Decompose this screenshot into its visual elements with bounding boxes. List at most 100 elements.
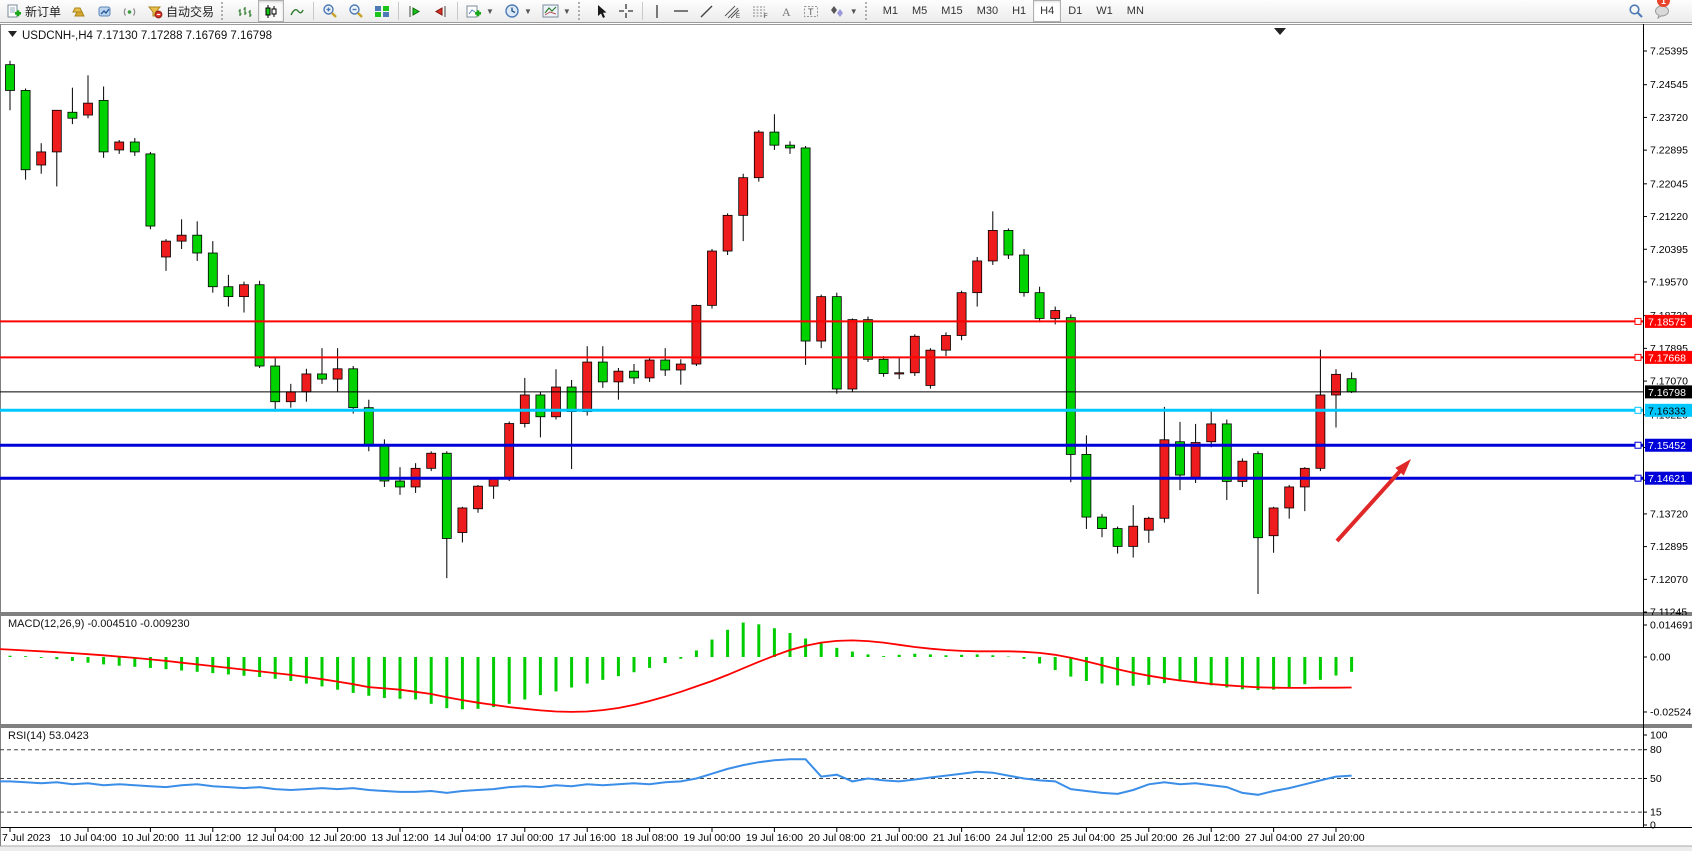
chart-shift-marker[interactable] xyxy=(1274,28,1286,35)
hline-handle[interactable] xyxy=(1634,317,1642,325)
zoom-out-button[interactable] xyxy=(343,0,369,22)
notifications-button[interactable]: 1 xyxy=(1649,0,1676,22)
candle-body xyxy=(1268,507,1279,537)
candle-body xyxy=(98,99,109,153)
templates-button[interactable]: ▼ xyxy=(537,0,576,22)
rsi-tick-label: 80 xyxy=(1650,744,1662,756)
symbol-dropdown-icon[interactable] xyxy=(8,31,17,37)
candle-body xyxy=(1128,525,1139,547)
bar-chart-button[interactable] xyxy=(232,0,258,22)
line-chart-button[interactable] xyxy=(284,0,310,22)
tf-m30-button[interactable]: M30 xyxy=(976,5,999,17)
candle-body xyxy=(301,373,312,393)
search-button[interactable] xyxy=(1623,0,1649,22)
hline-handle[interactable] xyxy=(1634,406,1642,414)
rsi-line xyxy=(0,758,1352,796)
tf-m5-button[interactable]: M5 xyxy=(912,5,928,17)
hline-handle[interactable] xyxy=(1634,441,1642,449)
time-tick-label: 10 Jul 20:00 xyxy=(122,832,179,844)
macd-tick-label: 0.014691 xyxy=(1650,620,1692,632)
label-tool[interactable]: T xyxy=(798,0,824,22)
price-label-text: 7.14621 xyxy=(1648,473,1686,485)
toolbar-grip[interactable] xyxy=(221,2,228,20)
auto-trading-button[interactable]: 自动交易 xyxy=(142,0,219,22)
equidistant-channel-tool[interactable]: E xyxy=(719,0,747,22)
hline-handle[interactable] xyxy=(1634,474,1642,482)
horizontal-line-tool[interactable] xyxy=(668,0,694,22)
tf-m1-button[interactable]: M1 xyxy=(882,5,898,17)
time-tick-label: 13 Jul 12:00 xyxy=(371,832,428,844)
toolbar-grip[interactable] xyxy=(577,2,585,20)
indicators-button[interactable]: ▼ xyxy=(461,0,499,22)
tf-h1-button[interactable]: H1 xyxy=(1012,5,1027,17)
price-label-box xyxy=(1645,438,1692,452)
candle-body xyxy=(925,349,936,386)
new-order-button[interactable]: 新订单 xyxy=(2,0,66,22)
toolbar-grip[interactable] xyxy=(864,2,872,20)
candle-body xyxy=(644,359,655,379)
candle-body xyxy=(207,252,218,288)
chart-shift-button[interactable] xyxy=(428,0,454,22)
arrow-objects-icon xyxy=(830,5,843,17)
candle-body xyxy=(1019,254,1029,294)
candle-body xyxy=(332,368,343,380)
horizontal-line-icon xyxy=(673,10,688,12)
candle-body xyxy=(441,452,452,539)
text-tool[interactable]: A xyxy=(775,0,798,22)
candle-body xyxy=(1050,310,1061,319)
tf-m15-button[interactable]: M15 xyxy=(941,5,963,17)
annotation-arrow[interactable] xyxy=(1335,465,1406,543)
time-tick-label: 26 Jul 12:00 xyxy=(1183,832,1240,844)
candle-body xyxy=(223,286,234,298)
zoom-in-button[interactable] xyxy=(317,0,343,22)
arrows-tool[interactable]: ▼ xyxy=(824,0,863,22)
trendline-tool[interactable] xyxy=(694,0,719,22)
auto-scroll-icon xyxy=(409,5,421,17)
cursor-arrow-icon xyxy=(597,4,607,18)
candle-body xyxy=(909,335,920,374)
fibonacci-tool[interactable]: F xyxy=(747,0,775,22)
macd-tick-label: -0.02524 xyxy=(1650,706,1692,718)
rsi-tick-label: 100 xyxy=(1650,730,1668,742)
vertical-line-tool[interactable] xyxy=(646,0,668,22)
candle-body xyxy=(1081,454,1092,518)
rsi-label: RSI(14) 53.0423 xyxy=(8,730,89,742)
signals-button[interactable] xyxy=(117,0,142,22)
vertical-line-icon xyxy=(656,4,658,18)
tf-d1-button[interactable]: D1 xyxy=(1068,5,1083,17)
time-axis[interactable]: 7 Jul 2023 10 Jul 04:00 10 Jul 20:00 11 Jul… xyxy=(2,828,1365,844)
time-tick-label: 7 Jul 2023 xyxy=(2,832,51,844)
price-tick-label: 7.12895 xyxy=(1650,541,1688,553)
candle-body xyxy=(1221,423,1232,482)
candlestick-chart-button[interactable] xyxy=(258,0,285,22)
tf-w1-button[interactable]: W1 xyxy=(1096,5,1113,17)
svg-text:F: F xyxy=(764,14,768,19)
price-tick-label: 7.12070 xyxy=(1650,574,1688,586)
auto-scroll-button[interactable] xyxy=(402,0,428,22)
candle-body xyxy=(613,370,624,383)
candle-body xyxy=(707,250,717,306)
candle-body xyxy=(457,507,468,533)
candle-body xyxy=(145,153,156,227)
tf-mn-button[interactable]: MN xyxy=(1126,5,1144,17)
candle-body xyxy=(597,361,608,383)
time-tick-label: 27 Jul 20:00 xyxy=(1307,832,1364,844)
candle-body xyxy=(800,147,811,342)
periods-button[interactable]: ▼ xyxy=(499,0,537,22)
annotation-arrow-head[interactable] xyxy=(1395,459,1411,476)
candle-body xyxy=(941,335,951,351)
hline-handle[interactable] xyxy=(1634,353,1642,361)
tile-windows-button[interactable] xyxy=(369,0,395,22)
tf-h4-button[interactable]: H4 xyxy=(1033,0,1062,22)
candle-body xyxy=(1003,230,1014,256)
candle-body xyxy=(847,319,858,390)
market-watch-button[interactable] xyxy=(92,0,117,22)
time-tick-label: 12 Jul 20:00 xyxy=(309,832,366,844)
price-axis[interactable]: 7.25395 7.24545 7.23720 7.22895 7.22045 7.212… xyxy=(1643,46,1692,619)
rsi-tick-label: 15 xyxy=(1650,807,1662,819)
gold-button[interactable] xyxy=(66,0,92,22)
cursor-button[interactable] xyxy=(589,0,613,22)
price-tick-label: 7.24545 xyxy=(1650,79,1688,91)
crosshair-button[interactable] xyxy=(613,0,639,22)
